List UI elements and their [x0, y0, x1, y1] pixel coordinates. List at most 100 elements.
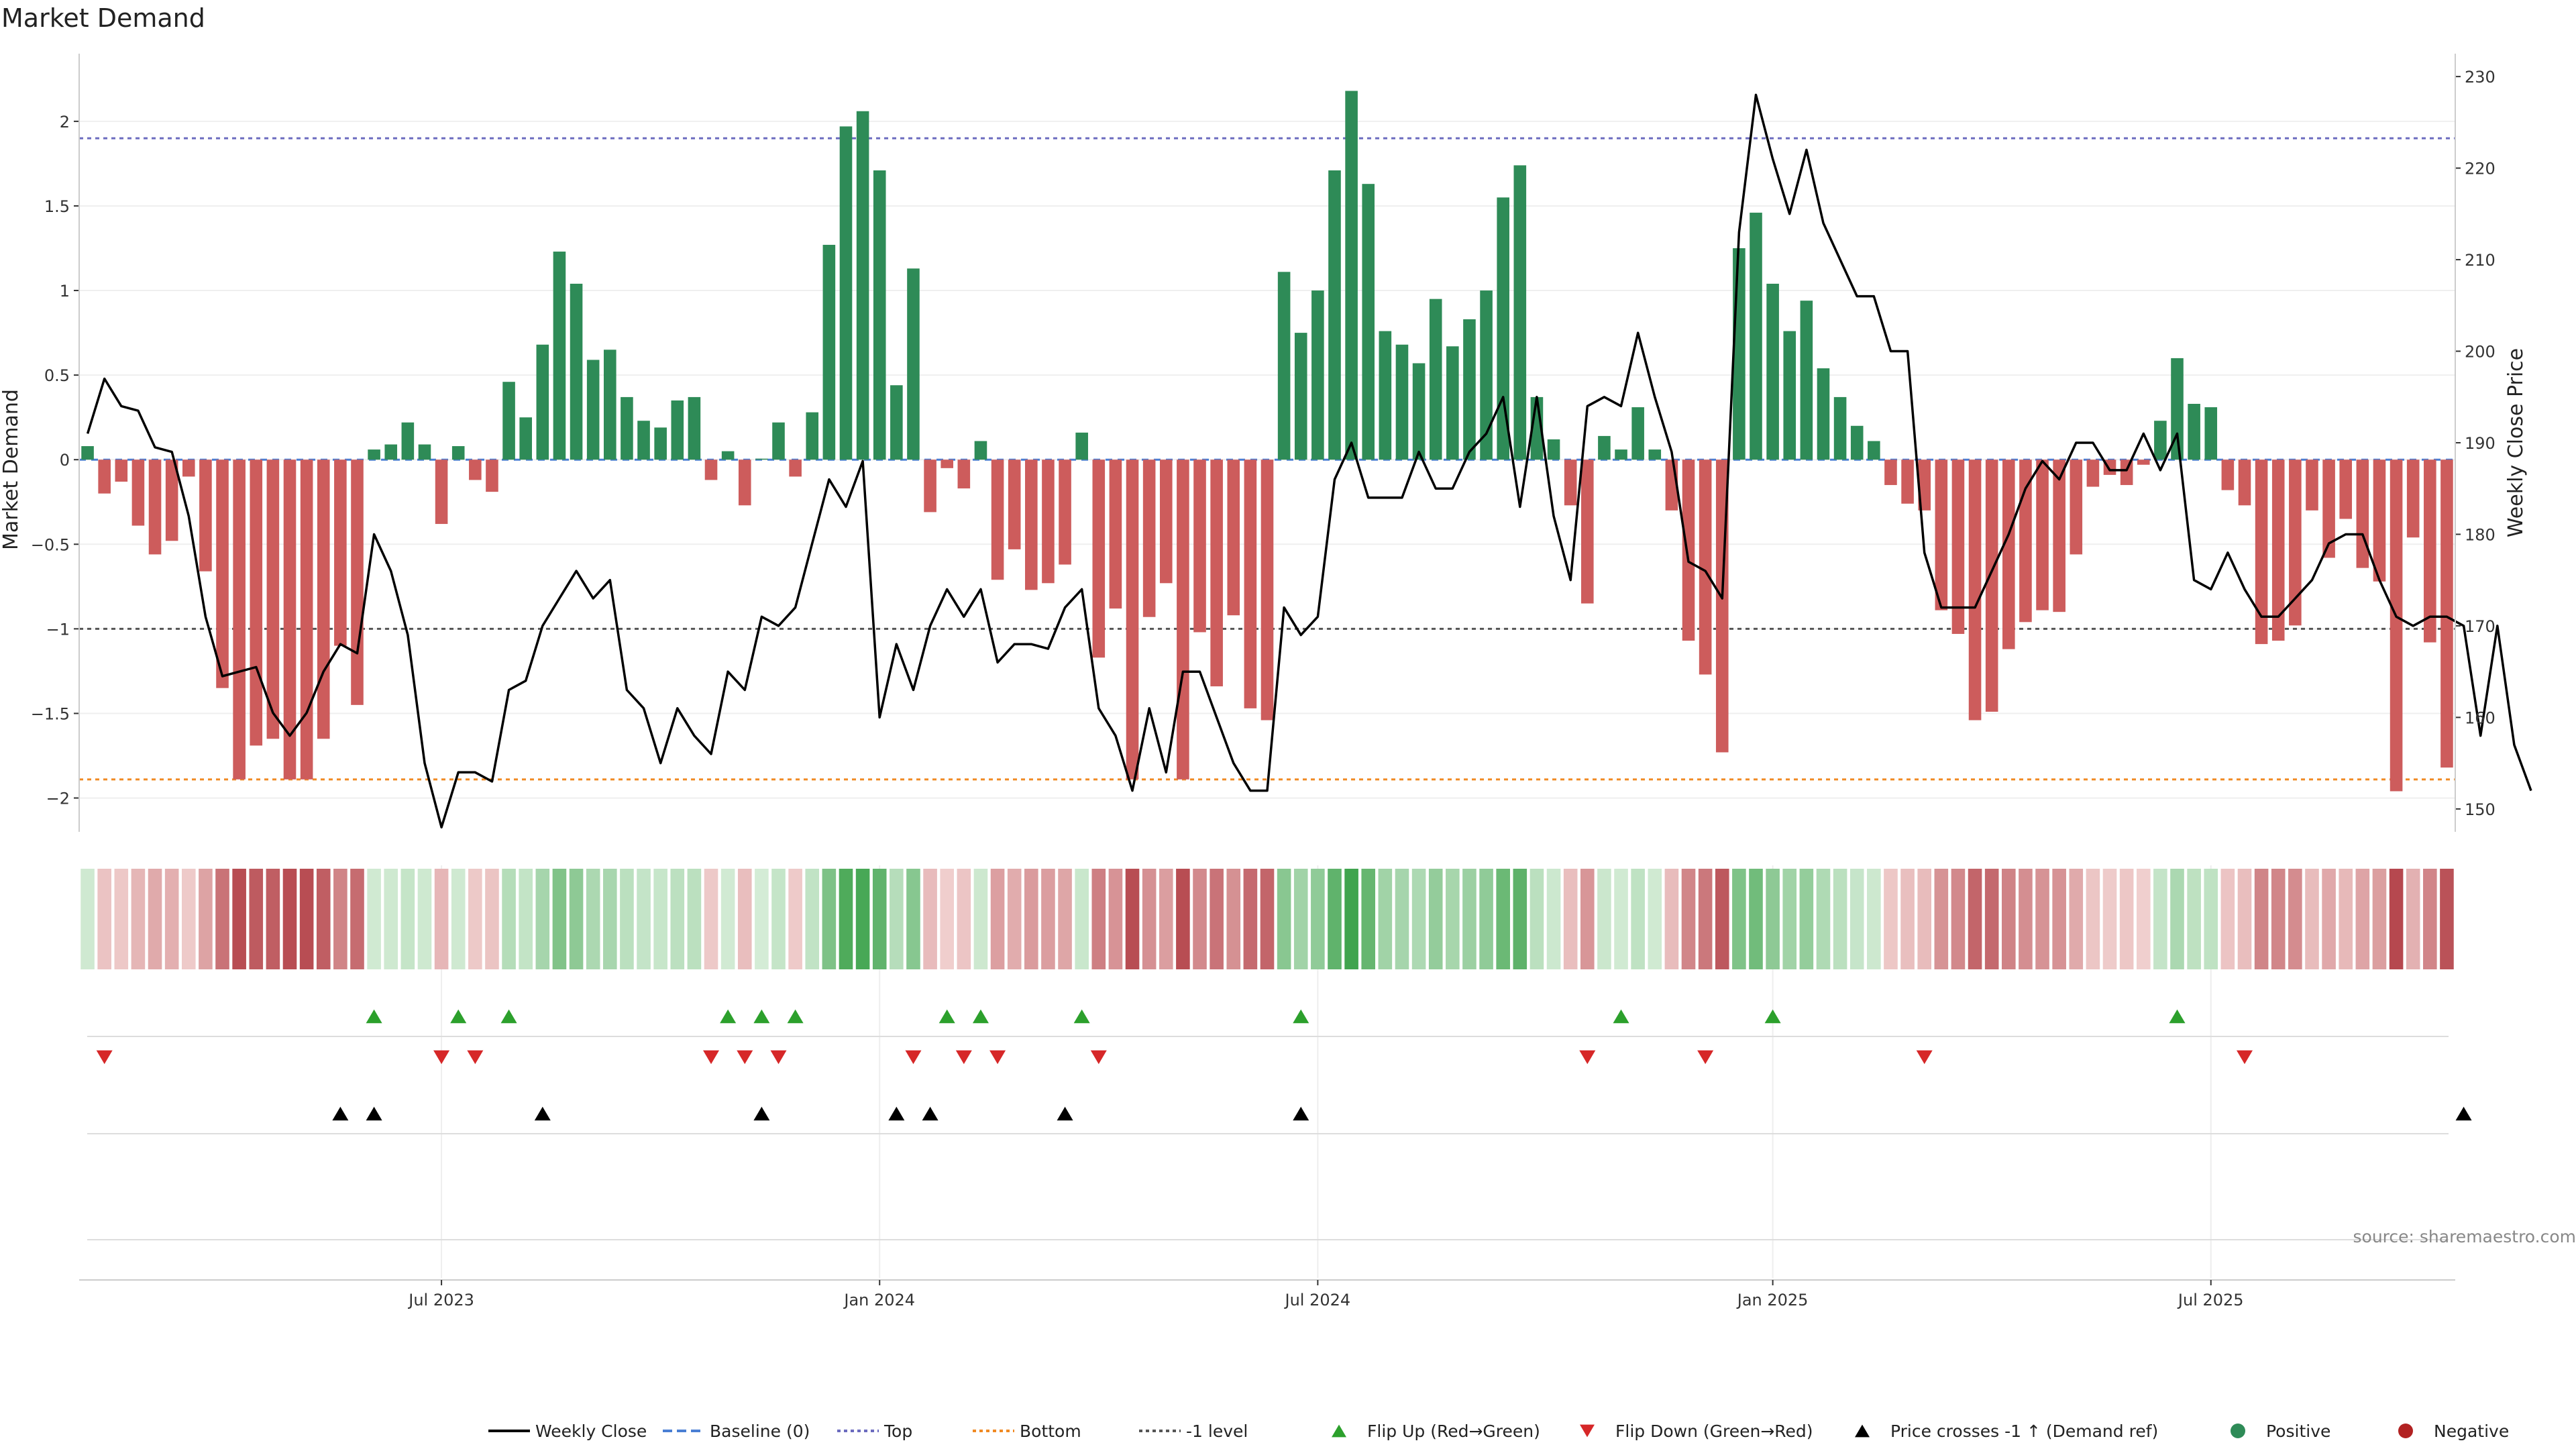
- demand-bar: [721, 451, 735, 460]
- heat-cell: [890, 869, 904, 969]
- heat-cell: [1260, 869, 1275, 969]
- demand-bar: [570, 283, 583, 460]
- heat-cell: [2102, 869, 2117, 969]
- demand-bar: [182, 460, 195, 477]
- demand-bar: [1294, 333, 1307, 460]
- demand-bar: [1817, 368, 1830, 460]
- heat-cell: [80, 869, 95, 969]
- heat-cell: [1867, 869, 1881, 969]
- flip-up-marker: [2169, 1009, 2186, 1024]
- demand-bar: [1750, 213, 1762, 460]
- demand-bar: [2171, 358, 2184, 460]
- demand-bar: [738, 460, 751, 506]
- left-tick-label: 2: [60, 113, 70, 131]
- demand-bar: [1260, 460, 1274, 720]
- heat-cell: [720, 869, 735, 969]
- demand-bar: [384, 444, 398, 460]
- legend-item: Bottom: [973, 1421, 1081, 1441]
- demand-bar: [1193, 460, 1206, 633]
- flip-down-marker: [433, 1050, 450, 1065]
- legend-item: Flip Up (Red→Green): [1332, 1421, 1540, 1441]
- flip-up-marker: [938, 1009, 955, 1024]
- flip-down-marker: [96, 1050, 113, 1065]
- legend-item: Top: [837, 1421, 912, 1441]
- heat-cell: [1479, 869, 1493, 969]
- heat-cell: [299, 869, 314, 969]
- demand-bar: [115, 460, 128, 482]
- legend-swatch: [1580, 1424, 1595, 1438]
- demand-bar: [1395, 344, 1409, 460]
- demand-bar: [1513, 165, 1527, 460]
- demand-bar: [1868, 441, 1880, 460]
- demand-bar: [2154, 421, 2167, 460]
- legend-item: -1 level: [1139, 1421, 1248, 1441]
- heat-cell: [232, 869, 246, 969]
- heat-cell: [2355, 869, 2370, 969]
- demand-bar: [1177, 460, 1189, 780]
- heat-cell: [2035, 869, 2049, 969]
- flip-down-marker: [1090, 1050, 1107, 1065]
- heat-cell: [1631, 869, 1645, 969]
- demand-bar: [1092, 460, 1106, 658]
- demand-bar: [536, 344, 549, 460]
- heat-cell: [333, 869, 347, 969]
- demand-bar: [519, 417, 532, 460]
- legend-label: -1 level: [1186, 1421, 1248, 1441]
- heat-cell: [1529, 869, 1544, 969]
- demand-bar: [1311, 290, 1324, 460]
- legend: Weekly Close Baseline (0) Top Bottom -1 leve…: [488, 1421, 2509, 1441]
- heat-cell: [1311, 869, 1325, 969]
- demand-bar: [1985, 460, 1998, 712]
- heat-cell: [1648, 869, 1662, 969]
- demand-bar: [957, 460, 971, 489]
- heat-cell: [1344, 869, 1358, 969]
- heat-cell: [1563, 869, 1578, 969]
- heat-cell: [906, 869, 920, 969]
- heat-cell: [131, 869, 146, 969]
- cross-up-marker: [366, 1106, 382, 1121]
- demand-bar: [1109, 460, 1122, 609]
- heat-cell: [1108, 869, 1123, 969]
- heat-cell: [1884, 869, 1898, 969]
- heat-cell: [2271, 869, 2286, 969]
- demand-bar: [148, 460, 162, 555]
- demand-bar: [1547, 439, 1560, 460]
- demand-bar: [2019, 460, 2032, 623]
- heat-cell: [653, 869, 667, 969]
- heat-cell: [1513, 869, 1527, 969]
- left-tick-label: −0.5: [31, 535, 70, 554]
- demand-bar: [1463, 319, 1476, 460]
- heat-cell: [1597, 869, 1611, 969]
- demand-bar: [250, 460, 263, 746]
- demand-bar: [789, 460, 802, 477]
- heat-cell: [940, 869, 955, 969]
- demand-bar: [1833, 396, 1847, 460]
- flip-down-marker: [703, 1050, 720, 1065]
- left-tick-label: 0: [60, 451, 70, 470]
- demand-bar: [1682, 460, 1695, 641]
- cross-up-marker: [922, 1106, 938, 1121]
- heat-cell: [2288, 869, 2302, 969]
- legend-item: Weekly Close: [488, 1421, 647, 1441]
- heat-cell: [1698, 869, 1713, 969]
- heat-cell: [1732, 869, 1746, 969]
- heat-cell: [2153, 869, 2167, 969]
- flip-events-panel: [87, 1009, 2449, 1065]
- heat-cell: [737, 869, 752, 969]
- demand-bar: [199, 460, 212, 572]
- demand-bar: [1008, 460, 1021, 549]
- heat-cell: [1361, 869, 1376, 969]
- heat-cell: [1681, 869, 1696, 969]
- demand-heat-strip: [80, 869, 2454, 969]
- demand-bar: [553, 252, 566, 460]
- demand-bar: [924, 460, 936, 513]
- demand-bar: [233, 460, 246, 780]
- chart-title: Market Demand: [1, 3, 205, 33]
- x-tick-label: Jul 2023: [407, 1291, 474, 1309]
- right-axis-title: Weekly Close Price: [2504, 348, 2528, 537]
- heat-cell: [485, 869, 499, 969]
- cross-up-marker: [888, 1106, 905, 1121]
- cross-up-marker: [1293, 1106, 1309, 1121]
- flip-down-marker: [955, 1050, 972, 1065]
